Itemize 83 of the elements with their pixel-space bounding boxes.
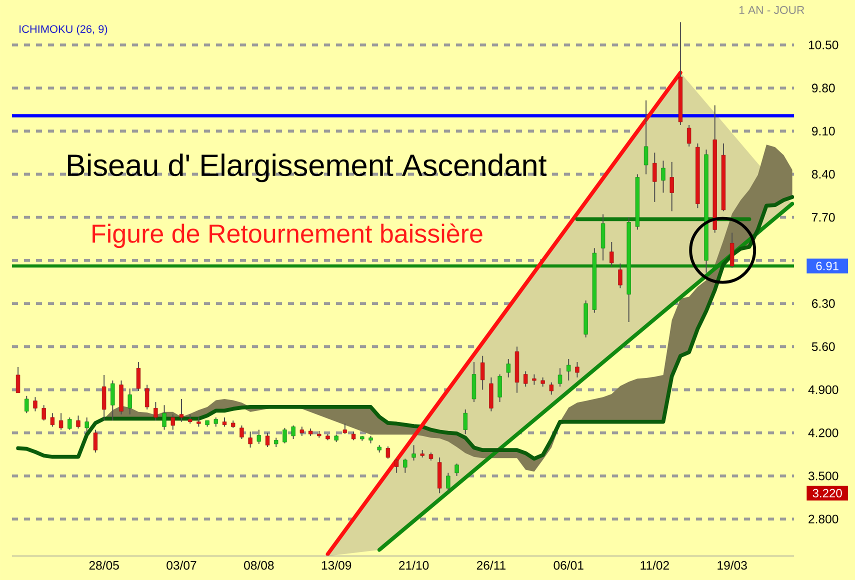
candlestick: [282, 427, 287, 444]
candlestick: [291, 424, 296, 440]
y-tick-label: 3.500: [808, 472, 838, 480]
x-tick-label: 06/01: [554, 560, 584, 570]
candlestick: [76, 415, 80, 430]
candlestick: [170, 414, 175, 430]
y-tick-label: 4.900: [808, 385, 838, 394]
annotation: 1 AN - JOUR: [739, 6, 804, 14]
x-tick-label: 13/09: [322, 560, 352, 570]
candlestick: [524, 370, 528, 388]
candlestick: [222, 416, 227, 428]
candlestick: [16, 366, 20, 394]
candlestick: [532, 374, 536, 386]
text: Biseau d' Elargissement Ascendant: [68, 154, 547, 182]
candlestick: [575, 362, 580, 378]
candlestick: [446, 472, 450, 492]
candlestick: [24, 395, 29, 414]
candlestick: [463, 408, 468, 435]
candlestick: [549, 382, 554, 396]
candlestick: [162, 404, 166, 430]
y-tick-label: 8.40: [812, 170, 835, 179]
text: 3.220: [812, 488, 842, 498]
candlestick: [274, 437, 278, 448]
candlestick: [128, 388, 132, 415]
candlestick: [540, 376, 545, 388]
candlestick: [686, 124, 692, 148]
y-tick-label: 10.50: [808, 40, 838, 50]
candlestick: [566, 358, 571, 382]
candlestick: [644, 100, 648, 175]
candlestick: [454, 463, 459, 476]
x-tick-label: 21/10: [399, 560, 429, 570]
annotation: ICHIMOKU (26, 9): [20, 24, 108, 36]
candlestick: [480, 355, 485, 390]
y-tick-label: 9.10: [812, 126, 835, 136]
candlestick: [110, 380, 115, 422]
candlestick: [102, 374, 106, 422]
candlestick: [386, 446, 390, 460]
x-tick-label: 03/07: [166, 560, 196, 570]
candlestick: [179, 398, 184, 422]
candlestick: [188, 414, 192, 424]
x-tick-label: 28/05: [89, 560, 119, 570]
candlestick: [256, 429, 262, 444]
candlestick: [248, 431, 252, 448]
candlestick: [68, 416, 72, 430]
text: 6.91: [816, 262, 838, 270]
y-tick-label: 7.70: [812, 212, 835, 222]
y-tick-label: 6.30: [812, 299, 835, 308]
candlestick: [610, 241, 614, 268]
candlestick: [214, 416, 218, 428]
candlestick: [412, 444, 416, 462]
candlestick: [144, 384, 150, 410]
x-tick-label: 08/08: [244, 560, 274, 570]
candlestick: [506, 358, 510, 378]
candlestick: [265, 432, 270, 448]
x-tick-label: 26/11: [476, 560, 506, 570]
candlestick: [394, 458, 399, 474]
candlestick: [136, 362, 141, 392]
text: Figure de Retournement baissière: [92, 223, 482, 248]
candlestick: [154, 402, 158, 422]
candlestick: [670, 161, 674, 212]
candlestick: [661, 160, 666, 194]
y-tick-label: 4.200: [808, 428, 838, 438]
candlestick: [498, 374, 502, 403]
candlestick: [240, 424, 244, 440]
y-tick-label: 2.800: [808, 514, 838, 524]
candlestick: [58, 412, 64, 430]
candlestick: [342, 423, 348, 435]
x-tick-label: 11/02: [640, 560, 669, 570]
candlestick: [93, 429, 98, 454]
candlestick: [618, 263, 622, 289]
candlestick: [33, 396, 38, 412]
candlestick: [196, 416, 201, 428]
candlestick: [84, 416, 89, 432]
candlestick: [42, 404, 46, 422]
candlestick: [300, 426, 304, 436]
y-tick-label: 5.60: [812, 342, 835, 351]
candlestick: [558, 368, 562, 388]
candlestick: [652, 152, 657, 202]
candlestick: [730, 232, 734, 268]
candlestick: [403, 458, 408, 474]
x-tick-label: 19/03: [718, 560, 747, 570]
candlestick: [50, 412, 55, 428]
y-tick-label: 9.80: [812, 84, 835, 92]
